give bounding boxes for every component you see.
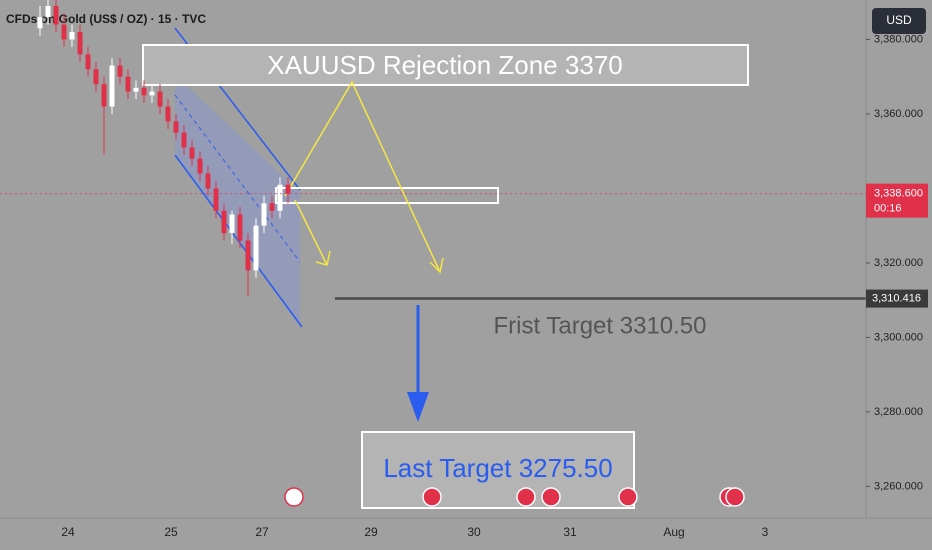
x-tick-label: 31 (563, 525, 577, 539)
path-arrow (294, 199, 328, 266)
candle-body (149, 91, 155, 96)
candle-body (237, 214, 243, 241)
y-tick-label: 3,360.000 (874, 108, 923, 120)
candle-body (277, 184, 283, 211)
arrow-head (429, 257, 444, 274)
target-price-tag (866, 289, 928, 308)
candle-body (165, 106, 171, 122)
candle-body (69, 32, 75, 40)
candle-body (53, 5, 59, 25)
candle-body (253, 225, 259, 271)
candle-body (85, 54, 91, 70)
candle-body (213, 188, 219, 211)
candle-body (245, 240, 251, 271)
annotation: Last Target 3275.50 (383, 453, 612, 483)
candle-body (93, 69, 99, 85)
x-tick-label: 25 (164, 525, 178, 539)
candle-body (101, 84, 107, 107)
candle-body (157, 91, 163, 107)
rejection-box (142, 44, 749, 86)
candle-body (117, 65, 123, 77)
path-arrow (284, 80, 441, 273)
candle-body (77, 32, 83, 55)
candle-body (61, 24, 67, 40)
candle-body (269, 203, 275, 211)
candle-body (45, 5, 51, 18)
candle-body (197, 158, 203, 174)
candle-body (229, 214, 235, 234)
candle-body (189, 147, 195, 159)
currency[interactable]: USD (886, 13, 912, 27)
candle-body (181, 132, 187, 148)
y-tick-label: 3,300.000 (874, 331, 923, 343)
x-tick-label: 24 (61, 525, 75, 539)
candle-body (221, 210, 227, 234)
currency-button[interactable] (872, 8, 926, 34)
symbol-title: CFDs on Gold (US$ / OZ) · 15 · TVC (6, 12, 206, 26)
annotation: Frist Target 3310.50 (493, 312, 706, 339)
y-tick-label: 3,320.000 (874, 257, 923, 269)
x-tick-label: 3 (762, 525, 769, 539)
channel-line (174, 154, 303, 328)
y-tick-label: 3,260.000 (874, 480, 923, 492)
current-price-tag (866, 183, 928, 218)
arrow-head (407, 392, 429, 422)
target-price-label: 3,310.416 (872, 293, 921, 305)
candle-body (285, 184, 291, 194)
x-tick-label: 29 (364, 525, 378, 539)
entry-box (275, 187, 499, 204)
y-tick-label: 3,380.000 (874, 33, 923, 45)
x-tick-label: 27 (255, 525, 269, 539)
x-tick-label: 30 (467, 525, 481, 539)
countdown: 00:16 (874, 203, 902, 215)
candle-body (261, 203, 267, 226)
candle-body (109, 65, 115, 107)
channel-fill (175, 75, 300, 327)
candle-body (37, 17, 43, 29)
x-tick-label: Aug (663, 525, 684, 539)
annotation: XAUUSD Rejection Zone 3370 (267, 50, 623, 80)
candle-body (125, 76, 131, 92)
candle-body (141, 87, 147, 96)
arrow-head (315, 250, 331, 266)
current-price-label: 3,338.600 (874, 188, 923, 200)
channel-mid (174, 94, 301, 263)
candle-body (205, 173, 211, 189)
candle-body (173, 121, 179, 133)
event-icons (284, 487, 745, 507)
candle-body (133, 87, 139, 92)
y-tick-label: 3,280.000 (874, 406, 923, 418)
last-target-box (361, 431, 635, 509)
